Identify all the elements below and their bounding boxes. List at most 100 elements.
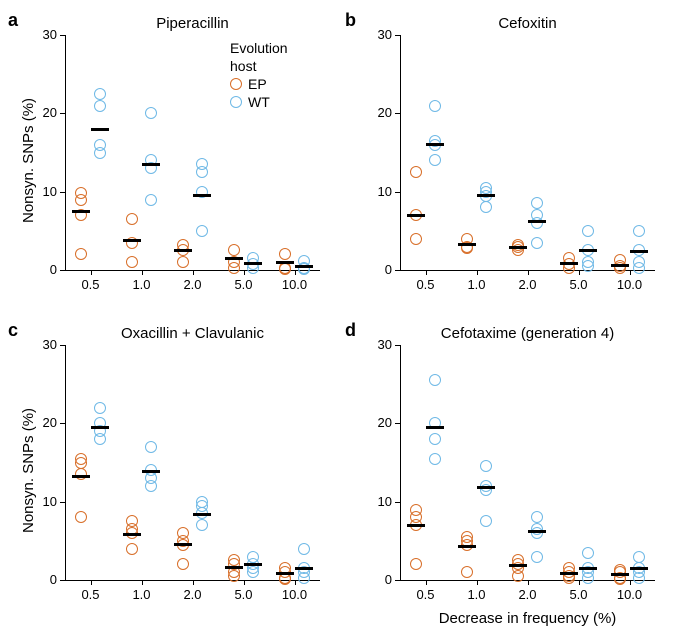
y-tick-label: 20	[360, 415, 392, 430]
mean-bar-EP	[276, 261, 294, 264]
y-tick	[60, 192, 65, 193]
y-tick	[395, 580, 400, 581]
x-tick	[142, 580, 143, 585]
data-point-WT	[531, 527, 543, 539]
data-point-WT	[633, 262, 645, 274]
mean-bar-WT	[477, 194, 495, 197]
y-axis	[65, 35, 66, 270]
data-point-WT	[298, 572, 310, 584]
data-point-WT	[429, 374, 441, 386]
mean-bar-EP	[458, 545, 476, 548]
x-tick-label: 5.0	[559, 277, 599, 292]
data-point-WT	[145, 107, 157, 119]
x-tick	[477, 580, 478, 585]
x-tick-label: 10.0	[610, 277, 650, 292]
legend-item-WT: WT	[230, 94, 288, 110]
data-point-EP	[177, 256, 189, 268]
x-tick-label: 0.5	[71, 587, 111, 602]
legend-title: Evolution	[230, 40, 288, 56]
panel-label-d: d	[345, 320, 356, 341]
data-point-WT	[531, 217, 543, 229]
x-tick	[426, 580, 427, 585]
panel-title-a: Piperacillin	[68, 15, 318, 32]
data-point-WT	[633, 551, 645, 563]
mean-bar-WT	[426, 143, 444, 146]
x-tick	[193, 270, 194, 275]
data-point-WT	[531, 551, 543, 563]
y-tick	[60, 270, 65, 271]
mean-bar-EP	[611, 573, 629, 576]
x-tick	[477, 270, 478, 275]
mean-bar-EP	[174, 249, 192, 252]
data-point-WT	[429, 100, 441, 112]
legend-label: WT	[248, 94, 270, 110]
x-tick	[91, 270, 92, 275]
mean-bar-WT	[528, 220, 546, 223]
mean-bar-EP	[72, 210, 90, 213]
y-tick	[60, 345, 65, 346]
data-point-WT	[429, 154, 441, 166]
mean-bar-EP	[611, 264, 629, 267]
y-tick	[60, 35, 65, 36]
y-tick	[395, 35, 400, 36]
x-tick	[193, 580, 194, 585]
y-axis	[65, 345, 66, 580]
mean-bar-WT	[244, 563, 262, 566]
x-tick-label: 10.0	[275, 277, 315, 292]
x-tick	[91, 580, 92, 585]
mean-bar-EP	[407, 214, 425, 217]
data-point-EP	[75, 194, 87, 206]
mean-bar-WT	[244, 262, 262, 265]
legend-swatch-EP	[230, 78, 242, 90]
y-tick	[395, 270, 400, 271]
y-tick	[60, 502, 65, 503]
mean-bar-EP	[509, 246, 527, 249]
y-tick	[395, 423, 400, 424]
x-tick-label: 1.0	[122, 587, 162, 602]
mean-bar-EP	[123, 533, 141, 536]
x-tick	[426, 270, 427, 275]
y-axis	[400, 345, 401, 580]
y-tick	[395, 502, 400, 503]
y-tick	[395, 113, 400, 114]
x-tick	[579, 580, 580, 585]
y-tick-label: 0	[360, 262, 392, 277]
mean-bar-WT	[630, 250, 648, 253]
mean-bar-EP	[407, 524, 425, 527]
mean-bar-EP	[509, 564, 527, 567]
data-point-WT	[480, 515, 492, 527]
mean-bar-WT	[193, 513, 211, 516]
y-tick-label: 20	[360, 105, 392, 120]
mean-bar-WT	[477, 486, 495, 489]
x-axis-label: Decrease in frequency (%)	[418, 610, 638, 627]
mean-bar-EP	[225, 566, 243, 569]
data-point-WT	[94, 147, 106, 159]
data-point-EP	[126, 543, 138, 555]
data-point-EP	[461, 566, 473, 578]
data-point-EP	[228, 262, 240, 274]
data-point-EP	[279, 263, 291, 275]
x-tick-label: 5.0	[224, 277, 264, 292]
y-tick	[60, 423, 65, 424]
mean-bar-WT	[295, 567, 313, 570]
x-tick	[142, 270, 143, 275]
figure-root: aPiperacillin0102030Nonsyn. SNPs (%)0.51…	[0, 0, 685, 640]
y-tick-label: 10	[360, 184, 392, 199]
data-point-WT	[582, 225, 594, 237]
y-axis	[400, 35, 401, 270]
y-axis-label: Nonsyn. SNPs (%)	[20, 97, 37, 222]
mean-bar-WT	[91, 426, 109, 429]
data-point-WT	[196, 225, 208, 237]
legend-swatch-WT	[230, 96, 242, 108]
y-tick	[395, 192, 400, 193]
x-tick-label: 5.0	[224, 587, 264, 602]
mean-bar-EP	[174, 543, 192, 546]
legend-title: host	[230, 58, 288, 74]
mean-bar-EP	[72, 475, 90, 478]
x-tick	[244, 270, 245, 275]
mean-bar-EP	[458, 243, 476, 246]
y-tick	[395, 345, 400, 346]
x-tick-label: 2.0	[508, 277, 548, 292]
data-point-WT	[94, 402, 106, 414]
data-point-WT	[582, 572, 594, 584]
